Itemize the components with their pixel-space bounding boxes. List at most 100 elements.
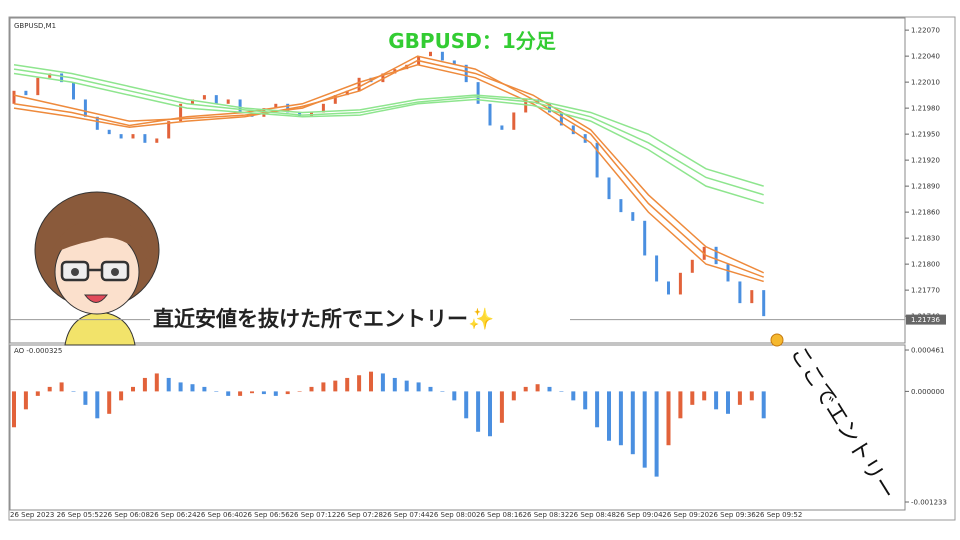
candle bbox=[214, 95, 218, 104]
time-label: 26 Sep 09:36 bbox=[709, 511, 756, 519]
symbol-label: GBPUSD,M1 bbox=[14, 22, 56, 30]
candle bbox=[559, 112, 563, 126]
time-label: 26 Sep 08:48 bbox=[569, 511, 616, 519]
candle bbox=[95, 116, 99, 130]
ao-bar bbox=[392, 377, 397, 392]
moving-average bbox=[13, 55, 764, 278]
ao-bar bbox=[214, 391, 219, 392]
ao-bar bbox=[250, 391, 254, 394]
ao-bar bbox=[59, 382, 64, 392]
y-tick-label: 1.22070 bbox=[911, 27, 940, 35]
moving-average bbox=[13, 68, 764, 196]
candle bbox=[452, 60, 456, 65]
ao-bar bbox=[238, 391, 243, 396]
candle bbox=[357, 77, 361, 91]
time-label: 26 Sep 08:00 bbox=[429, 511, 476, 519]
ao-bar bbox=[464, 391, 469, 419]
ao-bar bbox=[761, 391, 766, 419]
ao-tick-label: -0.001233 bbox=[911, 499, 947, 507]
ao-bar bbox=[726, 391, 730, 414]
ao-bar bbox=[166, 377, 171, 392]
ao-bar bbox=[488, 391, 492, 437]
ao-bar bbox=[154, 373, 159, 392]
ao-bar bbox=[702, 391, 707, 401]
ao-bar bbox=[571, 391, 576, 401]
ao-bar bbox=[297, 391, 302, 392]
candle bbox=[274, 103, 278, 109]
ao-bar bbox=[95, 391, 100, 419]
ao-bar bbox=[559, 391, 564, 392]
annotation-bg bbox=[150, 304, 570, 332]
ao-bar bbox=[678, 391, 683, 419]
ao-bar bbox=[131, 386, 135, 392]
candle bbox=[690, 259, 694, 273]
ao-bar bbox=[71, 391, 76, 392]
y-tick-label: 1.21920 bbox=[911, 157, 940, 165]
candle bbox=[60, 73, 64, 83]
candle bbox=[631, 212, 635, 221]
y-tick-label: 1.21950 bbox=[911, 131, 940, 139]
ao-bar bbox=[190, 384, 195, 392]
candle bbox=[345, 90, 349, 96]
moving-average bbox=[13, 64, 764, 283]
candle bbox=[714, 246, 718, 265]
ao-bar bbox=[416, 382, 421, 392]
candle bbox=[464, 64, 468, 83]
candle bbox=[548, 103, 551, 113]
candle bbox=[179, 103, 183, 122]
ao-bar bbox=[369, 371, 373, 392]
candle bbox=[36, 77, 40, 96]
ao-panel bbox=[9, 344, 906, 511]
candle bbox=[762, 290, 766, 317]
ao-bar bbox=[642, 391, 647, 468]
time-label: 26 Sep 07:12 bbox=[290, 511, 337, 519]
ao-bar bbox=[142, 377, 147, 392]
candle bbox=[143, 134, 147, 143]
ao-bar bbox=[107, 391, 112, 414]
y-tick-label: 1.22010 bbox=[911, 79, 940, 87]
ao-bar bbox=[47, 386, 52, 392]
ao-bar bbox=[261, 391, 266, 395]
ao-bar bbox=[452, 391, 457, 401]
moving-average bbox=[13, 64, 764, 187]
y-tick-label: 1.21830 bbox=[911, 235, 940, 243]
candle bbox=[131, 134, 135, 139]
ao-bar bbox=[511, 391, 516, 401]
ao-bar bbox=[321, 382, 326, 392]
moving-average bbox=[13, 72, 764, 205]
candle bbox=[226, 99, 230, 104]
candle bbox=[667, 281, 670, 295]
candle bbox=[12, 90, 16, 104]
ao-tick-label: 0.000000 bbox=[911, 388, 944, 396]
ao-bar bbox=[35, 391, 40, 396]
y-tick-label: 1.21980 bbox=[911, 105, 940, 113]
ao-bar bbox=[83, 391, 88, 405]
ao-bar bbox=[535, 384, 540, 392]
ao-bar bbox=[714, 391, 719, 410]
ao-bar bbox=[690, 391, 695, 405]
candle bbox=[83, 99, 87, 117]
ao-bar bbox=[630, 391, 635, 455]
ao-bar bbox=[357, 375, 362, 392]
candle bbox=[72, 82, 75, 100]
ao-bar bbox=[202, 386, 207, 392]
ao-bar bbox=[178, 382, 183, 392]
y-tick-label: 1.21800 bbox=[911, 261, 940, 269]
y-tick-label: 1.21770 bbox=[911, 287, 940, 295]
y-tick-label: 1.21890 bbox=[911, 183, 940, 191]
y-tick-label: 1.22040 bbox=[911, 53, 940, 61]
ao-tick-label: 0.000461 bbox=[911, 347, 944, 355]
candle bbox=[191, 99, 194, 104]
ao-bar bbox=[595, 391, 600, 428]
candle bbox=[678, 272, 682, 295]
time-label: 26 Sep 08:16 bbox=[476, 511, 523, 519]
price-panel bbox=[9, 17, 906, 344]
time-label: 26 Sep 06:08 bbox=[103, 511, 150, 519]
ao-bar bbox=[547, 386, 552, 392]
ao-bar bbox=[476, 391, 481, 432]
time-label: 26 Sep 05:52 bbox=[57, 511, 104, 519]
candle bbox=[167, 121, 171, 139]
candle bbox=[726, 264, 730, 282]
candle bbox=[619, 199, 623, 213]
